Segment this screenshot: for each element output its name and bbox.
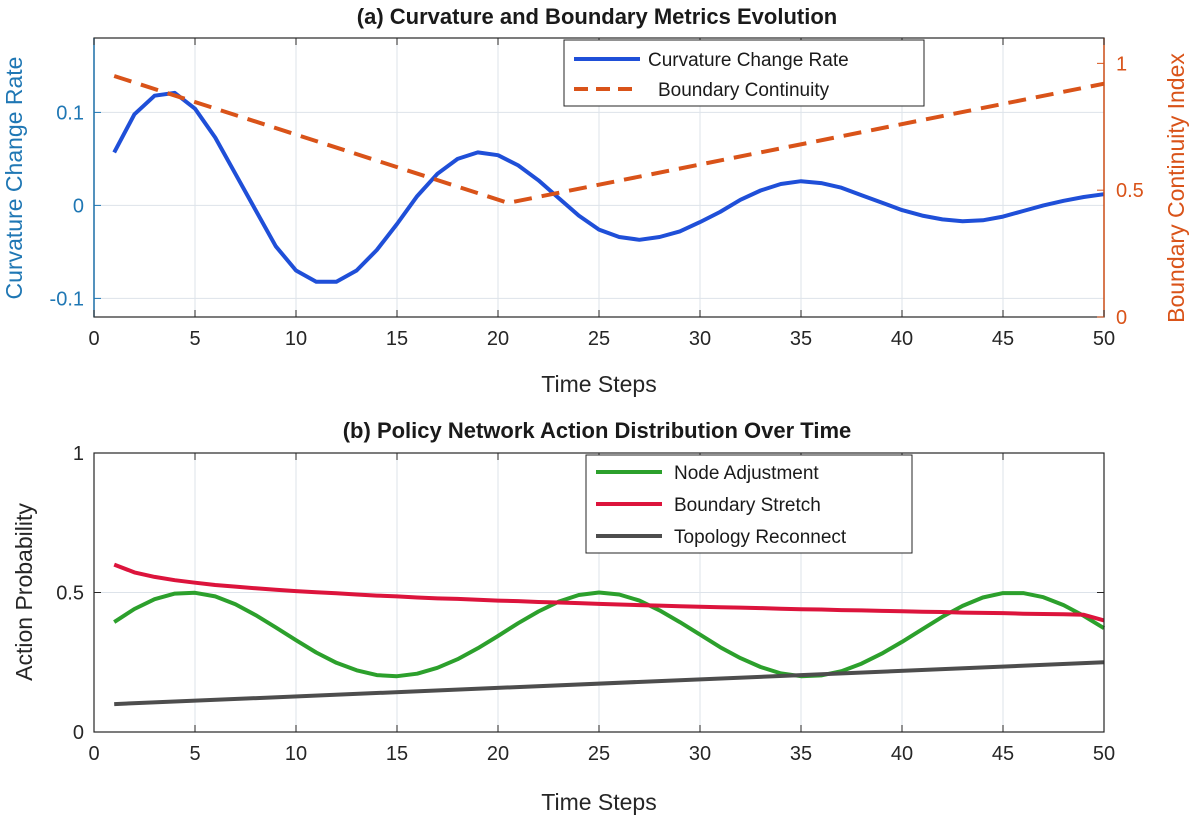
chart-a-y2-tick-label: 1 bbox=[1116, 53, 1127, 75]
chart-b-x-tick-label: 45 bbox=[992, 743, 1014, 765]
chart-a-x-tick-label: 20 bbox=[487, 328, 509, 350]
chart-a-x-tick-label: 30 bbox=[689, 328, 711, 350]
chart-b-x-tick-label: 30 bbox=[689, 743, 711, 765]
chart-b-y-tick-label: 0 bbox=[73, 722, 84, 744]
chart-a-x-tick-label: 50 bbox=[1093, 328, 1115, 350]
chart-a-x-tick-label: 45 bbox=[992, 328, 1014, 350]
chart-a-y2-tick-label: 0.5 bbox=[1116, 180, 1144, 202]
chart-a-x-tick-label: 15 bbox=[386, 328, 408, 350]
chart-b-title: (b) Policy Network Action Distribution O… bbox=[343, 418, 852, 443]
chart-a-series bbox=[112, 74, 1105, 284]
series-line-curvature-change-rate bbox=[112, 90, 1105, 284]
chart-a-y-tick-label: -0.1 bbox=[50, 288, 84, 310]
series-line-boundary-stretch bbox=[113, 562, 1105, 623]
legend-label-boundary-stretch: Boundary Stretch bbox=[674, 495, 821, 516]
chart-a-x-tick-label: 0 bbox=[88, 328, 99, 350]
chart-a-x-tick-label: 25 bbox=[588, 328, 610, 350]
chart-a-x-tick-label: 40 bbox=[891, 328, 913, 350]
chart-a-x-tick-label: 5 bbox=[189, 328, 200, 350]
chart-b-y-tick-label: 1 bbox=[73, 443, 84, 465]
chart-b-x-tick-label: 50 bbox=[1093, 743, 1115, 765]
series-line-topology-reconnect bbox=[114, 660, 1105, 707]
legend-label-node-adjustment: Node Adjustment bbox=[674, 463, 819, 484]
chart-b-x-tick-label: 10 bbox=[285, 743, 307, 765]
chart-b-x-tick-label: 25 bbox=[588, 743, 610, 765]
legend-label-topology-reconnect: Topology Reconnect bbox=[674, 527, 847, 548]
legend-label-boundary-continuity: Boundary Continuity bbox=[658, 80, 830, 101]
chart-b-legend: Node Adjustment Boundary Stretch Topolog… bbox=[585, 454, 913, 554]
chart-b-series bbox=[113, 562, 1106, 707]
chart-a-title: (a) Curvature and Boundary Metrics Evolu… bbox=[357, 4, 837, 29]
chart-b-x-tick-label: 40 bbox=[891, 743, 913, 765]
chart-a-x-label: Time Steps bbox=[541, 371, 656, 397]
chart-a-x-tick-label: 10 bbox=[285, 328, 307, 350]
series-line-node-adjustment bbox=[113, 590, 1106, 679]
chart-b-x-tick-label: 5 bbox=[189, 743, 200, 765]
chart-b-ticks: 0 5 10 15 20 25 30 35 40 45 50 0 0.5 1 bbox=[56, 443, 1115, 765]
chart-b-x-label: Time Steps bbox=[541, 789, 656, 815]
chart-a-ticks: 0 5 10 15 20 25 30 35 40 45 50-0.100.100.51 bbox=[50, 38, 1144, 350]
legend-label-curvature: Curvature Change Rate bbox=[648, 50, 849, 71]
chart-b-x-tick-label: 35 bbox=[790, 743, 812, 765]
chart-a-y-tick-label: 0 bbox=[73, 195, 84, 217]
chart-b-x-tick-label: 15 bbox=[386, 743, 408, 765]
chart-b-x-tick-label: 0 bbox=[88, 743, 99, 765]
chart-b-x-tick-label: 20 bbox=[487, 743, 509, 765]
chart-panel-a: (a) Curvature and Boundary Metrics Evolu… bbox=[1, 4, 1189, 397]
chart-panel-b: (b) Policy Network Action Distribution O… bbox=[11, 418, 1115, 815]
chart-a-y2-tick-label: 0 bbox=[1116, 307, 1127, 329]
chart-a-y-label: Curvature Change Rate bbox=[1, 57, 27, 300]
chart-a-legend-box bbox=[563, 39, 925, 107]
chart-b-y-tick-label: 0.5 bbox=[56, 583, 84, 605]
chart-b-y-label: Action Probability bbox=[11, 503, 37, 681]
chart-a-y2-label: Boundary Continuity Index bbox=[1163, 53, 1189, 323]
series-line-boundary-continuity bbox=[113, 74, 1105, 205]
chart-a-x-tick-label: 35 bbox=[790, 328, 812, 350]
chart-a-legend: Curvature Change Rate Boundary Continuit… bbox=[563, 39, 925, 107]
chart-a-y-tick-label: 0.1 bbox=[56, 102, 84, 124]
